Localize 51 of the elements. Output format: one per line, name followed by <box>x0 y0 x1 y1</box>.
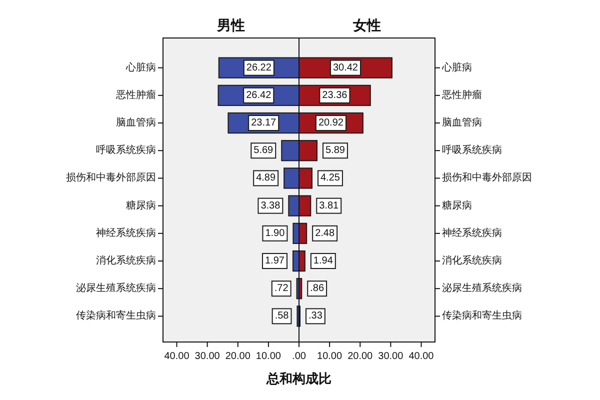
data-label: 23.36 <box>322 90 348 101</box>
data-label: 3.81 <box>319 200 340 212</box>
y-tick-label: 传染病和寄生虫病 <box>76 310 156 322</box>
data-label: 20.92 <box>318 118 344 128</box>
data-label: 5.89 <box>326 145 346 156</box>
data-label: 30.42 <box>332 62 358 74</box>
y-tick-label: 心脏病 <box>441 61 472 74</box>
data-label: .72 <box>274 283 289 294</box>
x-tick-label: 40.00 <box>408 351 434 362</box>
data-label: 4.89 <box>256 172 276 184</box>
x-tick-label: .00 <box>292 351 306 362</box>
data-label: 1.97 <box>265 256 285 266</box>
y-tick-label: 恶性肿瘤 <box>115 88 156 101</box>
data-label: 26.22 <box>246 62 272 74</box>
x-tick-label: 20.00 <box>225 351 251 362</box>
data-label: 26.42 <box>246 90 272 101</box>
y-tick-label: 神经系统疾病 <box>442 226 502 239</box>
y-tick-label: 糖尿病 <box>442 199 472 212</box>
y-tick-label: 糖尿病 <box>126 199 156 212</box>
y-tick-label: 呼吸系统疾病 <box>442 144 502 156</box>
y-tick-label: 泌尿生殖系统疾病 <box>76 282 156 294</box>
y-tick-label: 消化系统疾病 <box>96 254 156 266</box>
x-tick-label: 40.00 <box>164 351 190 362</box>
x-tick-label: 10.00 <box>317 351 343 362</box>
y-tick-label: 恶性肿瘤 <box>441 88 482 101</box>
y-tick-label: 消化系统疾病 <box>442 254 502 266</box>
y-tick-label: 心脏病 <box>125 61 156 74</box>
x-tick-label: 30.00 <box>194 351 220 362</box>
x-axis-title: 总和构成比 <box>266 371 332 386</box>
data-label: 3.38 <box>260 200 281 212</box>
x-tick-label: 30.00 <box>378 351 404 362</box>
y-tick-label: 泌尿生殖系统疾病 <box>442 282 522 294</box>
x-tick-label: 20.00 <box>348 351 374 362</box>
chart-title: 男性 <box>216 18 245 34</box>
data-label: 5.69 <box>254 145 274 156</box>
data-label: 2.48 <box>315 228 335 239</box>
y-tick-label: 脑血管病 <box>116 116 156 128</box>
y-tick-label: 呼吸系统疾病 <box>96 144 156 156</box>
data-label: 23.17 <box>251 118 277 128</box>
data-label: 1.94 <box>313 256 334 266</box>
y-tick-label: 损伤和中毒外部原因 <box>66 172 156 184</box>
data-label: 1.90 <box>265 228 286 239</box>
data-label: .33 <box>308 310 323 322</box>
y-tick-label: 损伤和中毒外部原因 <box>442 172 532 184</box>
x-tick-label: 10.00 <box>256 351 282 362</box>
y-tick-label: 神经系统疾病 <box>96 226 156 239</box>
data-label: .58 <box>274 310 290 322</box>
data-label: .86 <box>310 283 324 294</box>
chart-title: 女性 <box>352 18 381 34</box>
y-tick-label: 脑血管病 <box>442 116 482 128</box>
y-tick-label: 传染病和寄生虫病 <box>442 310 522 322</box>
